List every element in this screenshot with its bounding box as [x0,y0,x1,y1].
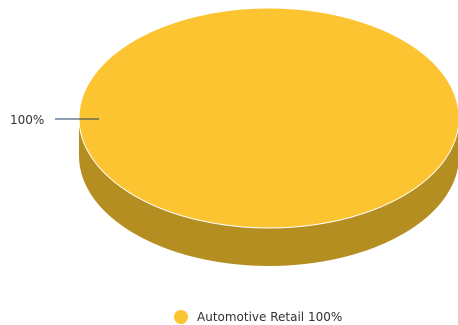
legend-entry-automotive-retail[interactable]: Automotive Retail 100% [197,310,342,324]
pie-slice-automotive-retail[interactable] [78,7,458,229]
data-label-automotive-retail: 100% [10,113,44,127]
pie-slice-side-automotive-retail [79,118,458,266]
legend: Automotive Retail 100% [174,310,342,324]
legend-marker-automotive-retail[interactable] [174,310,188,324]
